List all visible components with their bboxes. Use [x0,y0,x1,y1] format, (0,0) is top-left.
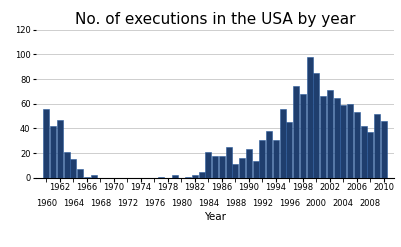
Text: 2004: 2004 [332,199,353,208]
Bar [373,114,379,178]
Text: 1972: 1972 [116,199,138,208]
Bar [70,159,76,178]
Bar [205,152,211,178]
Bar [232,164,238,178]
Bar [340,105,346,178]
Bar [259,140,265,178]
Bar [299,94,305,178]
Bar [326,90,332,178]
Bar [57,120,63,178]
Bar [211,156,218,178]
Bar [218,156,224,178]
Text: 2000: 2000 [305,199,326,208]
Text: 1996: 1996 [278,199,299,208]
Bar [367,132,373,178]
Text: 1984: 1984 [197,199,218,208]
Bar [171,175,177,178]
X-axis label: Year: Year [204,212,225,222]
Bar [77,169,83,178]
Bar [50,126,56,178]
Bar [292,86,298,178]
Text: 1964: 1964 [63,199,84,208]
Bar [286,122,292,178]
Bar [312,73,318,178]
Text: 1968: 1968 [89,199,111,208]
Bar [198,172,204,178]
Text: 1992: 1992 [251,199,272,208]
Text: 1980: 1980 [170,199,191,208]
Bar [360,126,366,178]
Bar [90,175,96,178]
Bar [353,112,359,178]
Bar [306,57,312,178]
Bar [333,98,339,178]
Text: 1960: 1960 [36,199,57,208]
Bar [225,147,231,178]
Bar [158,177,164,178]
Bar [184,177,190,178]
Bar [272,140,278,178]
Bar [279,109,285,178]
Bar [43,109,49,178]
Title: No. of executions in the USA by year: No. of executions in the USA by year [75,12,354,27]
Bar [252,161,258,178]
Bar [245,149,251,178]
Text: 2008: 2008 [359,199,380,208]
Text: 1976: 1976 [143,199,164,208]
Bar [83,177,90,178]
Text: 1988: 1988 [224,199,245,208]
Bar [191,175,197,178]
Bar [63,152,69,178]
Bar [380,121,386,178]
Bar [265,131,271,178]
Bar [239,158,245,178]
Bar [346,104,352,178]
Bar [319,96,325,178]
